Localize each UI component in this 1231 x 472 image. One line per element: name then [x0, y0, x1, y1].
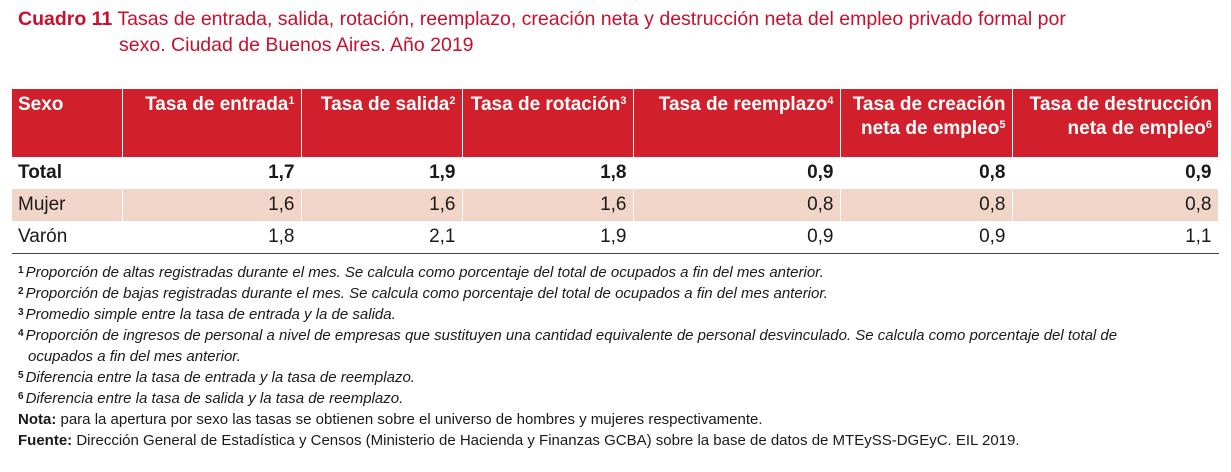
- header-tasa-salida: Tasa de salida2: [301, 89, 463, 157]
- title-line-1: Cuadro 11 Tasas de entrada, salida, rota…: [18, 6, 1218, 32]
- table-row-total: Total 1,7 1,9 1,8 0,9 0,8 0,9: [12, 157, 1219, 189]
- cell-value: 2,1: [301, 221, 463, 254]
- header-tasa-destruccion: Tasa de destrucción neta de empleo6: [1012, 89, 1218, 157]
- cell-value: 1,6: [301, 189, 463, 221]
- footnote-2: 2 Proporción de bajas registradas durante…: [18, 285, 828, 302]
- footnotes: 1 Proporción de altas registradas durante…: [18, 262, 1218, 451]
- table-title: Cuadro 11 Tasas de entrada, salida, rota…: [18, 6, 1218, 58]
- header-tasa-entrada: Tasa de entrada1: [122, 89, 302, 157]
- header-tasa-reemplazo: Tasa de reemplazo4: [633, 89, 841, 157]
- table-row-mujer: Mujer 1,6 1,6 1,6 0,8 0,8 0,8: [12, 189, 1219, 221]
- cell-value: 1,1: [1012, 221, 1219, 254]
- cell-value: 0,8: [840, 189, 1013, 221]
- cell-value: 0,9: [633, 157, 841, 189]
- fuente-line: Fuente: Dirección General de Estadística…: [18, 432, 1020, 449]
- cell-label: Mujer: [12, 189, 123, 221]
- data-table: Sexo Tasa de entrada1 Tasa de salida2 Ta…: [12, 89, 1219, 254]
- table-row-varon: Varón 1,8 2,1 1,9 0,9 0,9 1,1: [12, 221, 1219, 254]
- cell-label: Varón: [12, 221, 123, 254]
- header-sexo: Sexo: [12, 89, 123, 157]
- cell-value: 1,8: [122, 221, 302, 254]
- cell-value: 0,9: [840, 221, 1013, 254]
- header-tasa-creacion: Tasa de creación neta de empleo5: [840, 89, 1013, 157]
- nota-line: Nota: para la apertura por sexo las tasa…: [18, 411, 763, 428]
- table-number: Cuadro 11: [18, 8, 113, 30]
- cell-value: 1,9: [462, 221, 634, 254]
- cell-value: 0,9: [1012, 157, 1219, 189]
- footnote-1: 1 Proporción de altas registradas durante…: [18, 264, 824, 281]
- cell-label: Total: [12, 157, 123, 189]
- footnote-6: 6 Diferencia entre la tasa de salida y la…: [18, 390, 404, 407]
- header-row: Sexo Tasa de entrada1 Tasa de salida2 Ta…: [12, 89, 1218, 157]
- cell-value: 1,6: [462, 189, 634, 221]
- title-line-2: sexo. Ciudad de Buenos Aires. Año 2019: [119, 34, 474, 56]
- footnote-4-continued: ocupados a fin del mes anterior.: [28, 348, 241, 365]
- footnote-4: 4 Proporción de ingresos de personal a ni…: [18, 327, 1118, 344]
- cell-value: 0,9: [633, 221, 841, 254]
- cell-value: 0,8: [840, 157, 1013, 189]
- cell-value: 1,8: [462, 157, 634, 189]
- header-tasa-rotacion: Tasa de rotación3: [462, 89, 634, 157]
- cell-value: 1,9: [301, 157, 463, 189]
- cell-value: 1,6: [122, 189, 302, 221]
- cell-value: 0,8: [1012, 189, 1219, 221]
- footnote-3: 3 Promedio simple entre la tasa de entrad…: [18, 306, 396, 323]
- footnote-5: 5 Diferencia entre la tasa de entrada y l…: [18, 369, 415, 386]
- cell-value: 0,8: [633, 189, 841, 221]
- cell-value: 1,7: [122, 157, 302, 189]
- title-text-1: Tasas de entrada, salida, rotación, reem…: [117, 8, 1066, 30]
